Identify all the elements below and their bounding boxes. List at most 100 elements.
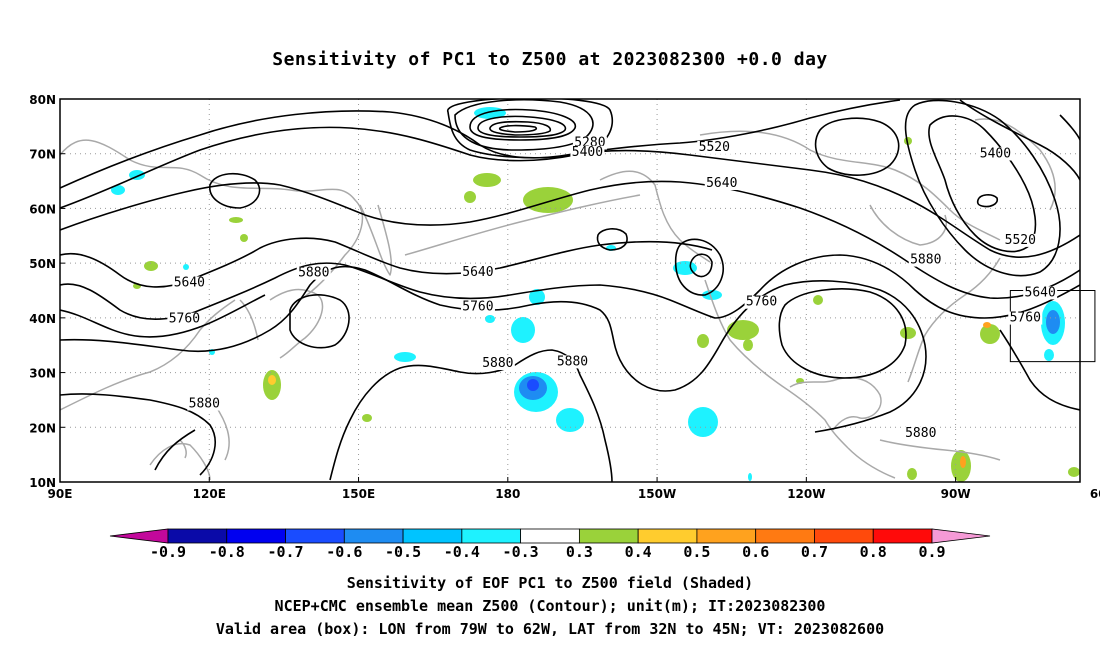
footer-line-2: NCEP+CMC ensemble mean Z500 (Contour); u… — [274, 597, 826, 615]
colorbar-bin — [578, 528, 639, 544]
y-tick-label: 80N — [29, 93, 56, 107]
coastline-canada-arctic — [699, 130, 1001, 241]
x-tick-label: 90E — [48, 487, 73, 501]
contour-label-halo — [704, 176, 739, 190]
colorbar-label: 0.7 — [801, 543, 828, 561]
coastline-kamchatka — [359, 204, 393, 276]
contour-5880-pacific — [329, 349, 613, 482]
shade-patch — [362, 414, 372, 422]
shade-patch — [144, 261, 158, 271]
colorbar-label: 0.8 — [860, 543, 887, 561]
contour-label-halo — [296, 266, 331, 280]
coastline-caribbean — [879, 439, 1001, 461]
contour-label: 5760 — [462, 300, 493, 315]
contour-label-halo — [903, 427, 938, 441]
y-tick-label: 60N — [29, 202, 56, 216]
colorbar-bin — [402, 528, 463, 544]
shade-patch — [748, 473, 752, 481]
contour-label-halo — [1003, 233, 1038, 247]
shade-patch — [702, 290, 722, 300]
coastline-central-america — [847, 447, 896, 479]
shade-patch — [1068, 467, 1080, 477]
colorbar-label: 0.5 — [683, 543, 710, 561]
contour-closed-gulf — [689, 253, 713, 278]
shade-patch — [813, 295, 823, 305]
contour-closed-pac2 — [596, 228, 628, 251]
colorbar-bin — [285, 528, 345, 544]
x-tick-label: 180 — [495, 487, 520, 501]
contour-label-halo — [172, 276, 207, 290]
contour-5280-closed — [469, 108, 576, 141]
coastlines — [60, 118, 1056, 481]
colorbar-label: -0.6 — [326, 543, 362, 561]
contour-5880 — [60, 265, 927, 433]
contour-label: 5880 — [557, 354, 588, 369]
colorbar-label: -0.4 — [444, 543, 480, 561]
coastline-alaska — [599, 170, 711, 263]
colorbar-label: -0.5 — [385, 543, 421, 561]
colorbar-label: -0.3 — [503, 543, 539, 561]
contour-label: 5760 — [1010, 311, 1041, 326]
contour-5400-closed-na — [814, 117, 900, 176]
shade-patch — [527, 379, 539, 391]
sensitivity-shading — [111, 107, 1080, 482]
shade-patch — [229, 217, 243, 223]
colorbar-label: 0.6 — [742, 543, 769, 561]
contour-label-halo — [1008, 311, 1043, 325]
x-tick-label: 120W — [787, 487, 825, 501]
contour-label-halo — [555, 355, 590, 369]
contour-label-halo — [480, 357, 515, 371]
y-tick-label: 30N — [29, 367, 56, 381]
contour-low-ne-2 — [904, 99, 1061, 277]
colorbar-label: -0.8 — [209, 543, 245, 561]
coastline-gulf-mexico — [789, 376, 882, 431]
colorbar-label: 0.9 — [918, 543, 945, 561]
contour-label-halo — [460, 266, 495, 280]
colorbar-bin — [814, 528, 874, 544]
contour-5400 — [60, 99, 901, 189]
coastline-greenland — [974, 118, 1056, 211]
y-tick-label: 40N — [29, 312, 56, 326]
coastline-china — [60, 299, 236, 411]
shade-patch — [183, 264, 189, 270]
shade-patch — [523, 187, 573, 213]
contour-label-halo — [1023, 286, 1058, 300]
contour-5880-closed-us — [778, 288, 907, 379]
contour-loop-nw — [674, 238, 724, 296]
contour-label: 5640 — [706, 176, 737, 191]
x-tick-label: 150E — [342, 487, 375, 501]
y-tick-label: 10N — [29, 476, 56, 490]
colorbar-bin — [755, 528, 815, 544]
shade-patch — [907, 468, 917, 480]
colorbar-arrow-right — [931, 528, 991, 544]
contour-closed-small — [976, 194, 999, 208]
contour-5760-west — [60, 294, 266, 338]
shade-patch — [1044, 349, 1054, 361]
shade-patch — [727, 320, 759, 340]
colorbar-bin — [696, 528, 757, 544]
y-tick-label: 70N — [29, 148, 56, 162]
contour-label-halo — [744, 295, 779, 309]
colorbar-bin — [167, 528, 228, 544]
footer-line-3: Valid area (box): LON from 79W to 62W, L… — [215, 620, 885, 638]
shade-patch — [240, 234, 248, 242]
coastline-na-west — [704, 279, 849, 449]
x-tick-label: 120E — [193, 487, 226, 501]
colorbar-label: 0.4 — [625, 543, 652, 561]
map-axes: 90E 120E 150E 180 150W 120W 90W 60W 10N 20N 30N 40N… — [29, 93, 1100, 501]
footer-line-1: Sensitivity of EOF PC1 to Z500 field (Sh… — [346, 574, 754, 592]
coastline-asia-east — [60, 139, 364, 301]
colorbar-label: 0.3 — [566, 543, 593, 561]
shade-patch — [268, 375, 276, 385]
y-tick-label: 50N — [29, 257, 56, 271]
contour-label: 5400 — [980, 146, 1011, 161]
shade-patch — [529, 289, 545, 305]
contour-5640-west — [60, 237, 713, 288]
contour-label-halo — [570, 145, 605, 159]
contour-arctic — [1059, 114, 1080, 141]
colorbar-bin — [226, 528, 286, 544]
chart-title: Sensitivity of PC1 to Z500 at 2023082300… — [272, 49, 828, 70]
contour-label: 5520 — [699, 140, 730, 155]
